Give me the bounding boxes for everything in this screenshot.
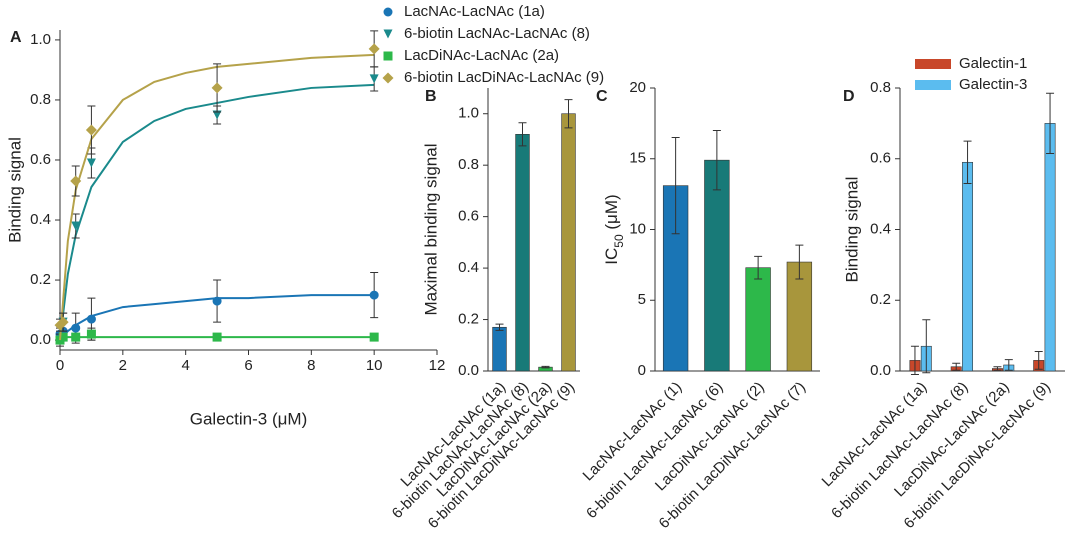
- point: [211, 82, 223, 94]
- point: [369, 290, 379, 300]
- panel-label: C: [596, 88, 608, 105]
- legend-label: 6-biotin LacNAc-LacNAc (8): [404, 25, 590, 42]
- error-bar: [910, 345, 919, 376]
- error-bar: [1046, 92, 1055, 154]
- bar: [561, 113, 576, 372]
- y-tick-label: 0: [638, 362, 646, 379]
- y-axis-label: Binding signal: [5, 137, 24, 243]
- y-tick-label: 0.2: [30, 271, 51, 288]
- y-tick-label: 10: [629, 220, 646, 237]
- y-tick-label: 0.0: [30, 331, 51, 348]
- legend-swatch: [915, 59, 951, 69]
- legend-marker: [383, 7, 393, 17]
- point: [212, 110, 222, 120]
- y-tick-label: 20: [629, 79, 646, 96]
- point: [86, 158, 96, 168]
- bar: [1044, 123, 1056, 372]
- y-tick-label: 0.4: [30, 211, 51, 228]
- bar: [786, 261, 813, 372]
- bar: [515, 134, 530, 372]
- point: [71, 323, 81, 333]
- y-tick-label: 0.6: [870, 150, 891, 167]
- error-bar: [922, 319, 931, 374]
- bar: [962, 161, 974, 372]
- y-axis-label-part: (μM): [602, 194, 621, 234]
- fit-curve: [59, 83, 375, 341]
- point: [58, 332, 68, 342]
- y-tick-label: 0.8: [30, 91, 51, 108]
- legend-label: Galectin-1: [959, 55, 1027, 72]
- point: [212, 296, 222, 306]
- bar: [704, 159, 730, 372]
- point: [86, 329, 96, 339]
- y-tick-label: 0.8: [458, 156, 479, 173]
- bar: [492, 326, 507, 372]
- y-tick-label: 15: [629, 150, 646, 167]
- y-axis-label-part: IC: [602, 248, 621, 265]
- y-tick-label: 0.2: [870, 291, 891, 308]
- x-tick-label: 4: [181, 357, 189, 374]
- error-bar: [754, 255, 763, 280]
- bar: [745, 267, 771, 372]
- legend-marker: [382, 72, 394, 84]
- x-tick-label: 12: [429, 357, 446, 374]
- y-tick-label: 0.4: [458, 259, 479, 276]
- error-bar: [1004, 359, 1013, 371]
- error-bar: [795, 244, 804, 280]
- error-bar: [963, 140, 972, 185]
- y-axis-label: Binding signal: [842, 177, 861, 283]
- panel-label: A: [10, 29, 22, 46]
- point: [70, 175, 82, 187]
- point: [212, 332, 222, 342]
- x-tick-label: 2: [119, 357, 127, 374]
- point: [86, 314, 96, 324]
- point: [85, 124, 97, 136]
- y-axis-label: IC50 (μM): [602, 194, 626, 264]
- legend-label: 6-biotin LacDiNAc-LacNAc (9): [404, 69, 604, 86]
- point: [368, 43, 380, 55]
- error-bar: [541, 365, 550, 369]
- point: [369, 332, 379, 342]
- point: [369, 74, 379, 84]
- error-bar: [671, 137, 680, 235]
- legend-label: LacNAc-LacNAc (1a): [404, 3, 545, 20]
- y-tick-label: 1.0: [30, 31, 51, 48]
- error-bar: [1034, 351, 1043, 370]
- error-bar: [952, 362, 961, 371]
- x-tick-label: 8: [307, 357, 315, 374]
- legend-label: Galectin-3: [959, 76, 1027, 93]
- y-tick-label: 0.0: [870, 362, 891, 379]
- x-axis-label: Galectin-3 (μM): [190, 409, 307, 428]
- y-tick-label: 1.0: [458, 105, 479, 122]
- error-bar: [993, 366, 1002, 371]
- y-tick-label: 5: [638, 291, 646, 308]
- error-bar: [712, 129, 721, 191]
- legend-label: LacDiNAc-LacNAc (2a): [404, 47, 559, 64]
- x-tick-label: 10: [366, 357, 383, 374]
- panel-label: B: [425, 88, 437, 105]
- fit-curve: [59, 53, 375, 341]
- y-tick-label: 0.2: [458, 311, 479, 328]
- y-tick-label: 0.0: [458, 362, 479, 379]
- y-tick-label: 0.6: [458, 208, 479, 225]
- y-tick-label: 0.6: [30, 151, 51, 168]
- legend-marker: [383, 29, 393, 39]
- y-tick-label: 0.8: [870, 79, 891, 96]
- panel-label: D: [843, 88, 855, 105]
- legend-swatch: [915, 80, 951, 90]
- error-bar: [564, 99, 573, 129]
- point: [71, 221, 81, 231]
- point: [71, 332, 81, 342]
- error-bar: [495, 323, 504, 331]
- y-axis-label: Maximal binding signal: [421, 144, 440, 316]
- y-axis-label-part: 50: [612, 234, 626, 248]
- point: [57, 316, 69, 328]
- error-bar: [518, 122, 527, 147]
- y-tick-label: 0.4: [870, 220, 891, 237]
- legend-marker: [383, 51, 393, 61]
- x-tick-label: 0: [56, 357, 64, 374]
- x-tick-label: 6: [244, 357, 252, 374]
